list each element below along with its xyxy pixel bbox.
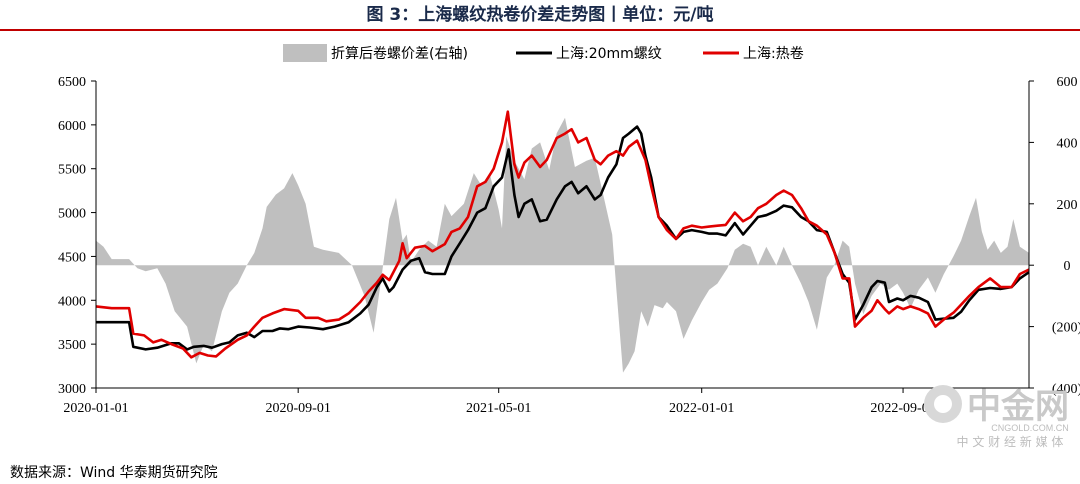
plot-area bbox=[95, 110, 1030, 373]
y-left-tick-label: 3000 bbox=[58, 382, 86, 397]
y-left-tick-label: 6500 bbox=[58, 75, 86, 90]
source-note: 数据来源：Wind 华泰期货研究院 bbox=[10, 464, 218, 481]
x-tick-label: 2020-01-01 bbox=[63, 401, 128, 416]
y-right-tick-label: 0 bbox=[1064, 259, 1071, 274]
legend-swatch-spread bbox=[283, 44, 327, 62]
x-tick-label: 2020-09-01 bbox=[266, 401, 331, 416]
legend-label-rebar: 上海:20mm螺纹 bbox=[556, 46, 662, 62]
watermark-tagline: 中 文 财 经 新 媒 体 bbox=[957, 434, 1064, 449]
legend-label-spread: 折算后卷螺价差(右轴) bbox=[331, 46, 468, 62]
series-spread-area bbox=[96, 117, 1029, 373]
y-left-tick-label: 4500 bbox=[58, 250, 86, 265]
y-left-tick-label: 5500 bbox=[58, 163, 86, 178]
y-left-tick-label: 5000 bbox=[58, 207, 86, 222]
y-left-tick-label: 3500 bbox=[58, 338, 86, 353]
y-right-tick-label: 600 bbox=[1057, 75, 1078, 90]
chart-title: 图 3：上海螺纹热卷价差走势图丨单位：元/吨 bbox=[367, 4, 714, 25]
y-right-tick-label: 200 bbox=[1057, 198, 1078, 213]
y-right-tick-label: (400) bbox=[1052, 382, 1080, 397]
y-left-tick-label: 4000 bbox=[58, 294, 86, 309]
series-hrc-line bbox=[95, 110, 1030, 359]
x-tick-label: 2022-09-01 bbox=[870, 401, 935, 416]
x-tick-label: 2021-05-01 bbox=[466, 401, 531, 416]
y-right-tick-label: 400 bbox=[1057, 136, 1078, 151]
y-right-tick-label: (200) bbox=[1052, 321, 1080, 336]
series-rebar-line bbox=[96, 125, 1030, 351]
watermark: 中金网 CNGOLD.COM.CN 中 文 财 经 新 媒 体 bbox=[924, 385, 1069, 449]
y-left-tick-label: 6000 bbox=[58, 119, 86, 134]
legend-label-hrc: 上海:热卷 bbox=[743, 46, 804, 62]
watermark-name: 中金网 bbox=[967, 387, 1069, 427]
x-tick-label: 2022-01-01 bbox=[669, 401, 734, 416]
axes: 3000 3500 4000 4500 5000 5500 6000 6500 600 400 20… bbox=[58, 75, 1080, 416]
legend: 折算后卷螺价差(右轴) 上海:20mm螺纹 上海:热卷 bbox=[283, 44, 804, 62]
watermark-logo-inner-icon bbox=[934, 395, 952, 413]
watermark-url: CNGOLD.COM.CN bbox=[991, 423, 1069, 433]
